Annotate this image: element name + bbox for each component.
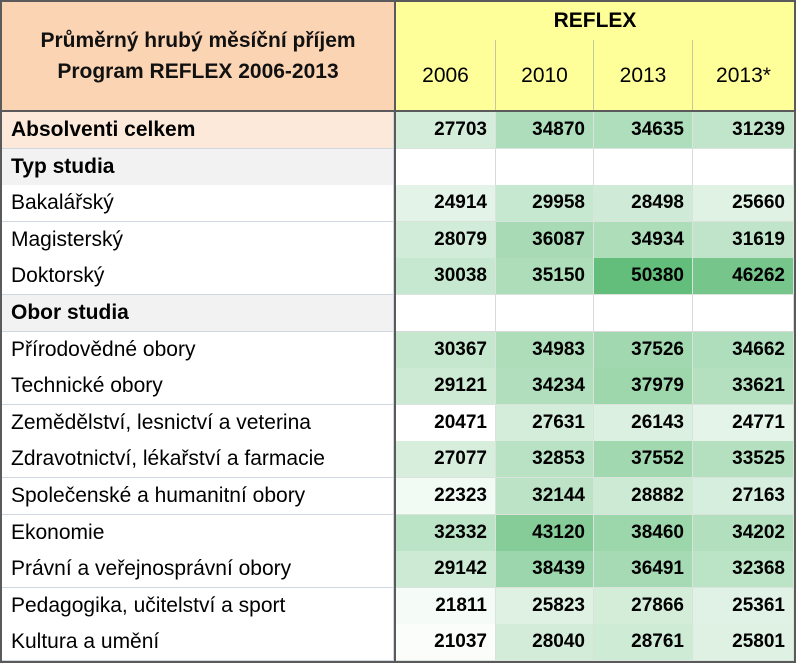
value-cell: 36491: [594, 551, 693, 589]
empty-cell: [496, 295, 594, 333]
value-cell: 20471: [396, 404, 496, 442]
value-cell: 34870: [496, 112, 594, 150]
header-divider: [395, 110, 796, 112]
value-cell: 34202: [693, 514, 794, 552]
value-cell: 34635: [594, 112, 693, 150]
value-cell: 43120: [496, 514, 594, 552]
value-cell: 28761: [594, 624, 693, 662]
value-cell: 37979: [594, 368, 693, 406]
value-cell: 27703: [396, 112, 496, 150]
value-cell: 34234: [496, 368, 594, 406]
table-title-line2: Program REFLEX 2006-2013: [57, 60, 339, 83]
value-cell: 32853: [496, 441, 594, 479]
frame-divider: [394, 112, 396, 663]
row-label: Kultura a umění: [2, 624, 394, 662]
empty-cell: [693, 148, 794, 186]
value-cell: 29121: [396, 368, 496, 406]
row-label: Přírodovědné obory: [2, 331, 394, 369]
row-label: Absolventi celkem: [2, 112, 394, 150]
value-cell: 28882: [594, 478, 693, 516]
value-cell: 28498: [594, 185, 693, 223]
row-label: Společenské a humanitní obory: [2, 478, 394, 516]
value-cell: 38439: [496, 551, 594, 589]
empty-cell: [594, 148, 693, 186]
value-cell: 29142: [396, 551, 496, 589]
value-cell: 25660: [693, 185, 794, 223]
empty-cell: [693, 295, 794, 333]
frame-right: [794, 112, 796, 663]
value-cell: 34983: [496, 331, 594, 369]
group-header: REFLEX: [396, 0, 796, 40]
value-cell: 25361: [693, 587, 794, 625]
row-label: Typ studia: [2, 148, 394, 186]
table-title-line1: Průměrný hrubý měsíční příjem: [40, 29, 356, 52]
row-label: Právní a veřejnosprávní obory: [2, 551, 394, 589]
value-cell: 38460: [594, 514, 693, 552]
value-cell: 36087: [496, 221, 594, 259]
row-label: Doktorský: [2, 258, 394, 296]
value-cell: 32368: [693, 551, 794, 589]
value-cell: 34662: [693, 331, 794, 369]
value-cell: 33525: [693, 441, 794, 479]
value-cell: 24914: [396, 185, 496, 223]
frame-left: [0, 112, 2, 663]
value-cell: 27631: [496, 404, 594, 442]
value-cell: 29958: [496, 185, 594, 223]
value-cell: 32144: [496, 478, 594, 516]
value-cell: 30367: [396, 331, 496, 369]
year-header-2006: 2006: [396, 40, 496, 112]
year-header-2013-star: 2013*: [693, 40, 796, 112]
year-header-2010: 2010: [496, 40, 594, 112]
value-cell: 32332: [396, 514, 496, 552]
value-cell: 21037: [396, 624, 496, 662]
empty-cell: [396, 148, 496, 186]
row-label: Ekonomie: [2, 514, 394, 552]
value-cell: 28040: [496, 624, 594, 662]
value-cell: 25801: [693, 624, 794, 662]
year-header-2013: 2013: [594, 40, 693, 112]
row-label: Pedagogika, učitelství a sport: [2, 587, 394, 625]
frame-bottom: [0, 661, 796, 663]
table-title: Průměrný hrubý měsíční příjem Program RE…: [0, 0, 396, 112]
row-label: Magisterský: [2, 221, 394, 259]
value-cell: 27866: [594, 587, 693, 625]
value-cell: 37552: [594, 441, 693, 479]
value-cell: 35150: [496, 258, 594, 296]
value-cell: 31239: [693, 112, 794, 150]
row-label: Zemědělství, lesnictví a veterina: [2, 404, 394, 442]
value-cell: 37526: [594, 331, 693, 369]
value-cell: 27163: [693, 478, 794, 516]
value-cell: 50380: [594, 258, 693, 296]
row-label: Zdravotnictví, lékařství a farmacie: [2, 441, 394, 479]
value-cell: 31619: [693, 221, 794, 259]
value-cell: 24771: [693, 404, 794, 442]
value-cell: 25823: [496, 587, 594, 625]
row-label: Obor studia: [2, 295, 394, 333]
row-label: Technické obory: [2, 368, 394, 406]
value-cell: 33621: [693, 368, 794, 406]
row-label: Bakalářský: [2, 185, 394, 223]
value-cell: 21811: [396, 587, 496, 625]
value-cell: 30038: [396, 258, 496, 296]
empty-cell: [594, 295, 693, 333]
value-cell: 34934: [594, 221, 693, 259]
value-cell: 27077: [396, 441, 496, 479]
value-cell: 28079: [396, 221, 496, 259]
empty-cell: [396, 295, 496, 333]
empty-cell: [496, 148, 594, 186]
value-cell: 22323: [396, 478, 496, 516]
value-cell: 26143: [594, 404, 693, 442]
value-cell: 46262: [693, 258, 794, 296]
